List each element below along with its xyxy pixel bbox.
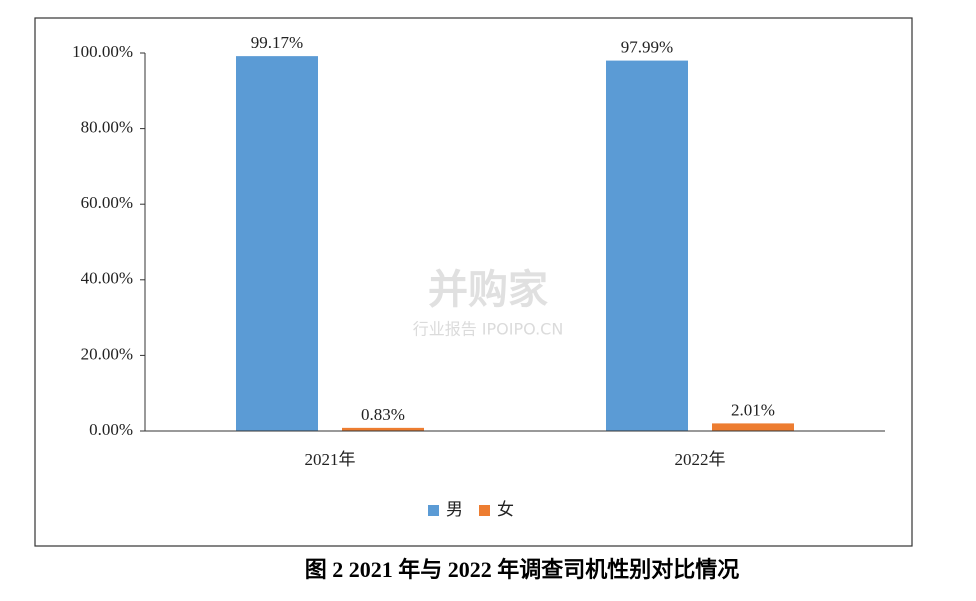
y-tick-label: 60.00% bbox=[81, 193, 133, 212]
x-tick-label: 2021年 bbox=[305, 450, 356, 469]
x-tick-label: 2022年 bbox=[675, 450, 726, 469]
y-tick-label: 40.00% bbox=[81, 269, 133, 288]
value-label: 99.17% bbox=[251, 33, 303, 52]
bar bbox=[606, 60, 688, 431]
legend-swatch bbox=[479, 505, 490, 516]
y-tick-label: 100.00% bbox=[72, 42, 133, 61]
value-label: 2.01% bbox=[731, 400, 775, 419]
caption: 图 2 2021 年与 2022 年调查司机性别对比情况 bbox=[305, 557, 740, 582]
y-tick-label: 20.00% bbox=[81, 344, 133, 363]
y-tick-label: 80.00% bbox=[81, 118, 133, 137]
watermark: 并购家 bbox=[428, 267, 548, 313]
y-tick-label: 0.00% bbox=[89, 420, 133, 439]
watermark-sub: 行业报告 IPOIPO.CN bbox=[413, 320, 564, 339]
chart-frame bbox=[34, 17, 913, 547]
bar bbox=[342, 427, 424, 431]
legend-label: 男 bbox=[446, 500, 463, 519]
value-label: 0.83% bbox=[361, 405, 405, 424]
legend-swatch bbox=[428, 505, 439, 516]
value-label: 97.99% bbox=[621, 38, 673, 57]
bar bbox=[712, 423, 794, 431]
legend-label: 女 bbox=[497, 500, 514, 519]
bar bbox=[236, 56, 318, 432]
